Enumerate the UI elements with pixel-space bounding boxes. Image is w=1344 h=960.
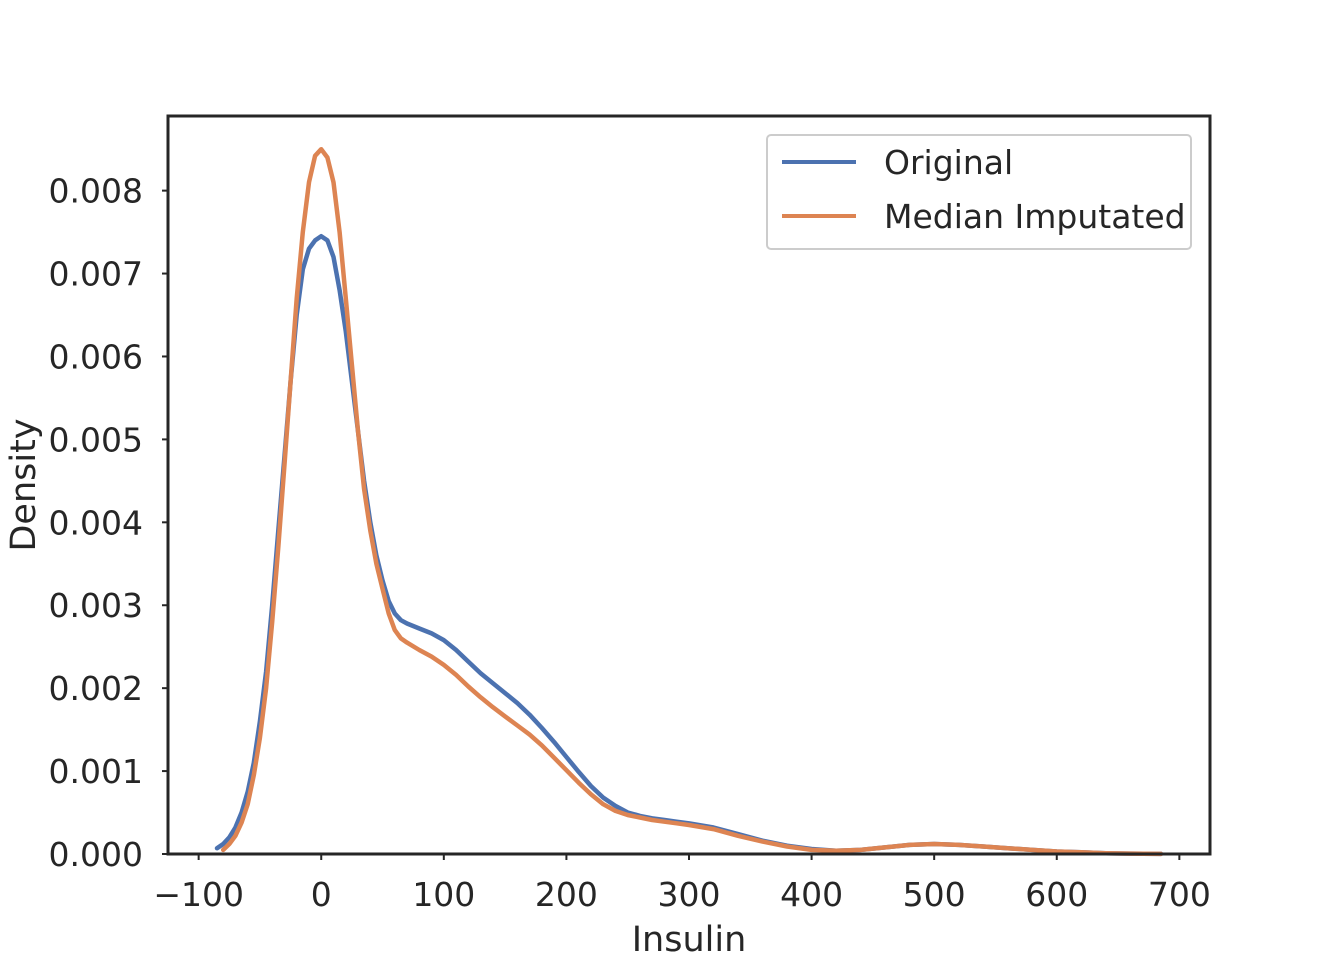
y-tick-label: 0.001 <box>49 752 143 791</box>
x-tick-label: 0 <box>311 875 332 914</box>
x-tick-label: 500 <box>903 875 966 914</box>
y-tick-label: 0.007 <box>49 255 143 294</box>
y-tick-label: 0.005 <box>49 420 143 459</box>
y-axis-label: Density <box>4 418 44 551</box>
x-tick-label: 600 <box>1025 875 1088 914</box>
legend-label-original: Original <box>884 143 1013 182</box>
y-tick-label: 0.006 <box>49 337 143 376</box>
x-axis-label: Insulin <box>632 920 747 960</box>
y-tick-label: 0.004 <box>49 503 143 542</box>
legend-box <box>766 134 1192 250</box>
series-layer <box>214 146 1164 857</box>
x-tick-label: 700 <box>1148 875 1211 914</box>
x-tick-label: −100 <box>153 875 244 914</box>
legend-label-median-imputated: Median Imputated <box>884 197 1186 236</box>
x-tick-label: 100 <box>412 875 475 914</box>
y-tick-label: 0.008 <box>49 172 143 211</box>
x-tick-label: 200 <box>535 875 598 914</box>
legend: Original Median Imputated <box>766 134 1192 250</box>
y-tick-label: 0.002 <box>49 669 143 708</box>
y-axis: 0.000 0.001 0.002 0.003 0.004 0.005 0.006 0.007… <box>49 172 168 874</box>
y-tick-label: 0.000 <box>49 835 143 874</box>
x-axis: −100 0 100 200 300 400 500 600 700 <box>153 854 1211 914</box>
x-tick-label: 300 <box>658 875 721 914</box>
y-tick-label: 0.003 <box>49 586 143 625</box>
x-tick-label: 400 <box>780 875 843 914</box>
series-line-median-imputated <box>220 146 1164 857</box>
